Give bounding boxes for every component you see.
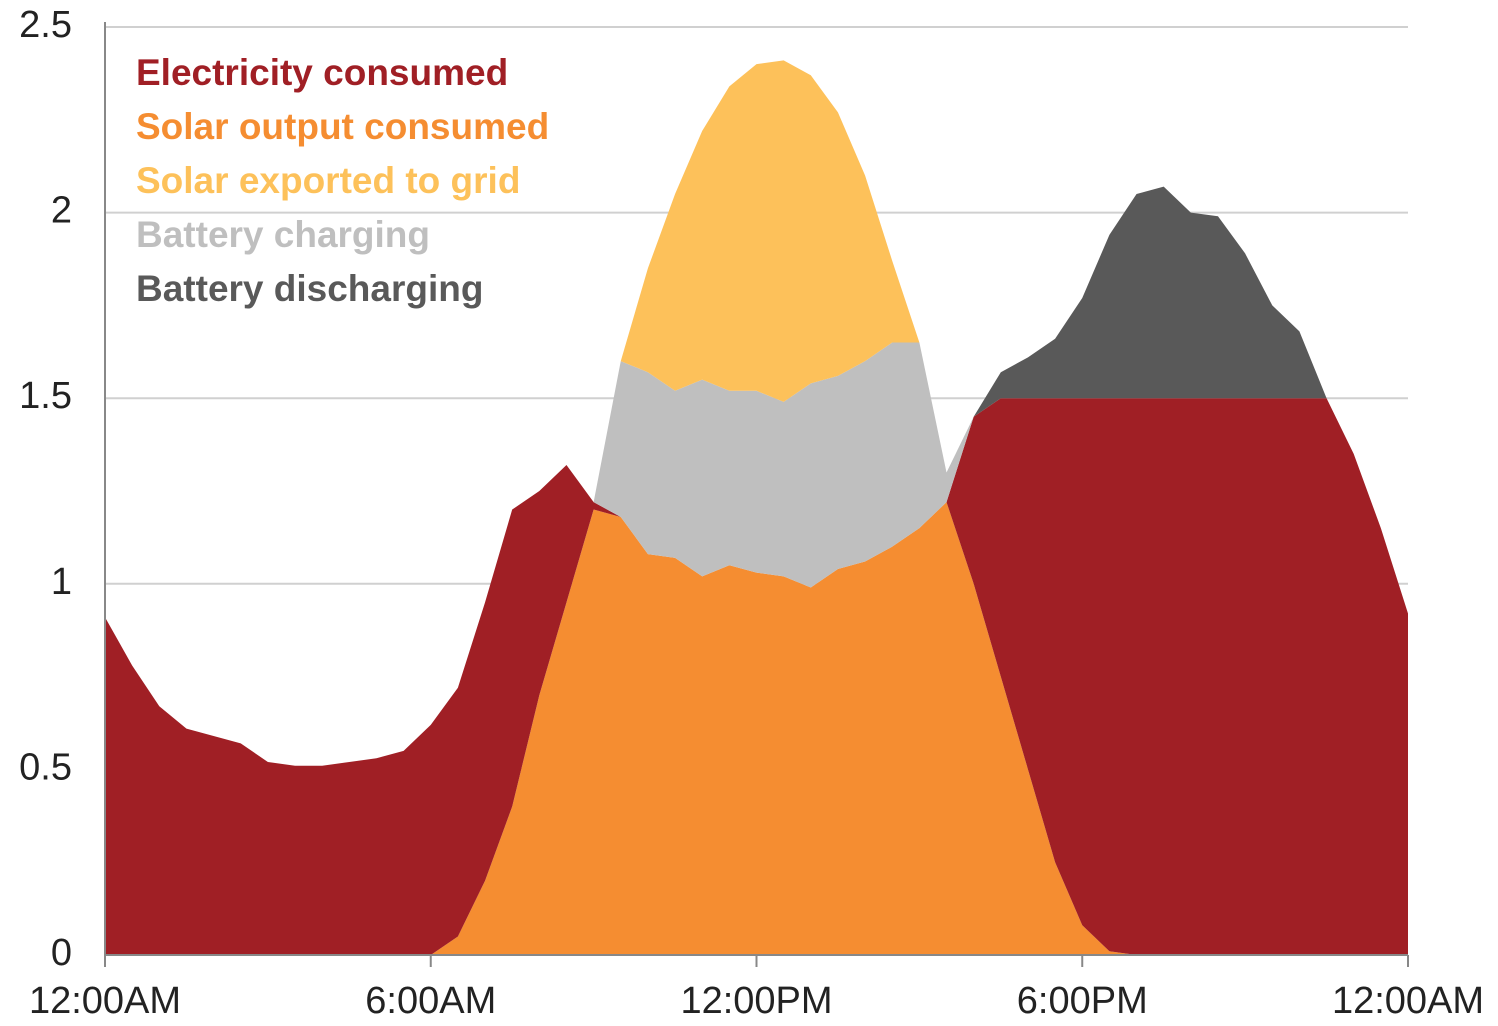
x-tick-label: 12:00AM bbox=[1332, 980, 1484, 1022]
legend-entry: Battery discharging bbox=[136, 268, 483, 309]
area bbox=[105, 398, 1408, 955]
y-tick-label: 1 bbox=[51, 561, 72, 603]
x-tick-label: 6:00PM bbox=[1017, 980, 1148, 1022]
x-tick-label: 12:00AM bbox=[29, 980, 181, 1022]
y-tick-label: 1.5 bbox=[19, 375, 72, 417]
area bbox=[105, 342, 1408, 766]
legend-entry: Solar output consumed bbox=[136, 106, 549, 147]
legend-entry: Battery charging bbox=[136, 214, 430, 255]
x-tick-label: 12:00PM bbox=[680, 980, 832, 1022]
y-tick-label: 0 bbox=[51, 932, 72, 974]
legend-entry: Electricity consumed bbox=[136, 52, 508, 93]
legend-entry: Solar exported to grid bbox=[136, 160, 520, 201]
y-tick-label: 0.5 bbox=[19, 746, 72, 788]
y-tick-label: 2.5 bbox=[19, 4, 72, 46]
y-tick-label: 2 bbox=[51, 190, 72, 232]
x-tick-label: 6:00AM bbox=[365, 980, 496, 1022]
area bbox=[105, 60, 1408, 766]
area bbox=[105, 502, 1408, 955]
